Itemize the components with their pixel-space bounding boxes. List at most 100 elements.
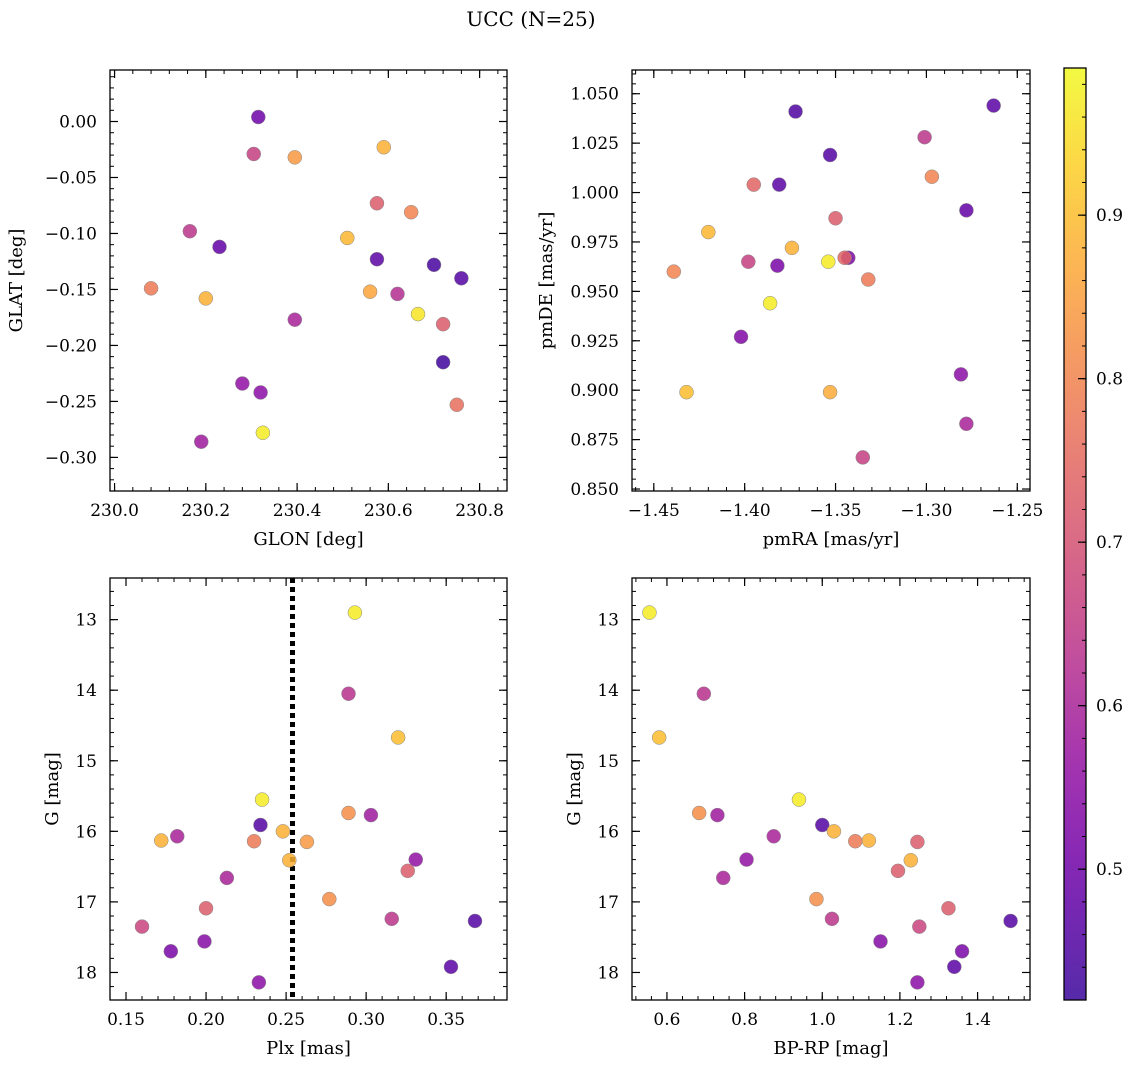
y-tick-label: 15 [597,752,619,772]
y-tick-label: 0.925 [570,332,619,352]
y-tick-label: −0.30 [45,448,97,468]
y-tick-label: 15 [75,752,97,772]
scatter-point [408,852,424,867]
colorbar-frame [1063,67,1087,1001]
scatter-point [435,354,451,370]
scatter-point [369,195,385,211]
x-tick-label: 0.20 [187,1010,225,1030]
scatter-point [251,975,267,990]
scatter-point [287,150,303,165]
panel-plx-g: 0.15 0.20 0.25 0.30 0.35 13 14 15 16 17 18 Plx [mas… [42,577,508,1059]
scatter-point [861,833,877,848]
scatter-point [363,807,379,823]
scatter-point [1003,913,1018,929]
y-tick-label: −0.15 [45,280,97,300]
y-tick-label: 13 [75,611,97,631]
scatter-point [642,605,657,620]
scatter-point [784,240,800,256]
panel-bprp-g: 0.6 0.8 1.0 1.2 1.4 13 14 15 16 17 18 BP-RP [mag] G … [564,577,1031,1059]
x-axis-label: GLON [deg] [253,529,363,550]
x-tick-label: 0.35 [427,1010,465,1030]
axes-frame [631,69,1031,492]
scatter-point [953,367,969,382]
scatter-point [701,224,716,240]
scatter-point [959,416,974,432]
x-tick-label: 230.2 [181,501,230,521]
scatter-point [809,891,824,907]
scatter-point [873,934,888,949]
scatter-point [828,210,843,226]
scatter-point [739,852,754,867]
scatter-point [821,254,836,269]
scatter-point [954,944,970,959]
scatter-point [855,450,871,465]
scatter-point [910,975,925,990]
scatter-point [762,295,778,311]
scatter-point [153,833,169,848]
scatter-point [369,251,385,267]
scatter-point [741,254,756,269]
scatter-point [198,901,214,916]
scatter-point [771,177,787,192]
colorbar-gradient [1064,68,1086,1000]
x-tick-label: 230.6 [364,501,413,521]
scatter-point [410,306,426,322]
axes-frame [631,577,1031,1001]
scatter-point [322,891,337,907]
y-tick-label: 13 [597,611,619,631]
scatter-point [197,934,212,949]
scatter-point [255,425,271,441]
scatter-point [890,863,906,879]
y-axis-label: GLAT [deg] [6,229,27,333]
y-axis-label: G [mag] [42,752,63,825]
scatter-point [791,792,807,807]
scatter-point [947,959,962,975]
y-tick-label: −0.20 [45,336,97,356]
scatter-point [666,264,682,279]
scatter-point [251,109,266,125]
scatter-point [959,203,974,218]
scatter-point [390,730,406,745]
scatter-point [403,204,419,220]
scatter-point [362,284,378,299]
colorbar-tick-label: 0.7 [1096,533,1123,553]
scatter-point [715,870,731,886]
scatter-point [253,817,268,833]
scatter-point [824,911,840,927]
scatter-point [770,258,785,273]
scatter-point [299,834,315,850]
scatter-point [246,833,262,849]
scatter-point [246,146,261,162]
scatter-point [826,824,842,839]
scatter-point [182,223,198,239]
scatter-point [822,147,838,163]
x-tick-label: 1.2 [886,1010,913,1030]
scatter-point [924,169,940,184]
scatter-point [679,384,694,400]
scatter-point [282,853,297,868]
scatter-point [449,397,465,413]
scatter-point [454,271,469,286]
scatter-point [788,104,803,119]
y-tick-label: 0.975 [570,233,619,253]
scatter-point [163,944,179,959]
panel-glon-glat: 230.0 230.2 230.4 230.6 230.8 0.00 −0.05 −0.10 −… [6,69,508,550]
y-tick-label: −0.25 [45,392,97,412]
x-tick-label: −1.25 [991,501,1043,521]
y-tick-label: 0.00 [59,113,97,133]
colorbar-tick-label: 0.5 [1096,860,1123,880]
y-tick-label: −0.05 [45,168,97,188]
y-tick-label: 1.025 [570,134,619,154]
x-tick-label: 1.4 [964,1010,991,1030]
y-tick-label: 1.050 [570,85,619,105]
y-tick-label: 0.900 [570,381,619,401]
scatter-point [467,913,483,929]
scatter-point [341,805,356,821]
panel-pmra-pmde: −1.45 −1.40 −1.35 −1.30 −1.25 0.850 0.875 0.900… [536,69,1043,550]
y-tick-label: −0.10 [45,224,97,244]
scatter-point [253,385,268,400]
scatter-point [347,605,363,620]
y-tick-label: 18 [75,963,97,983]
